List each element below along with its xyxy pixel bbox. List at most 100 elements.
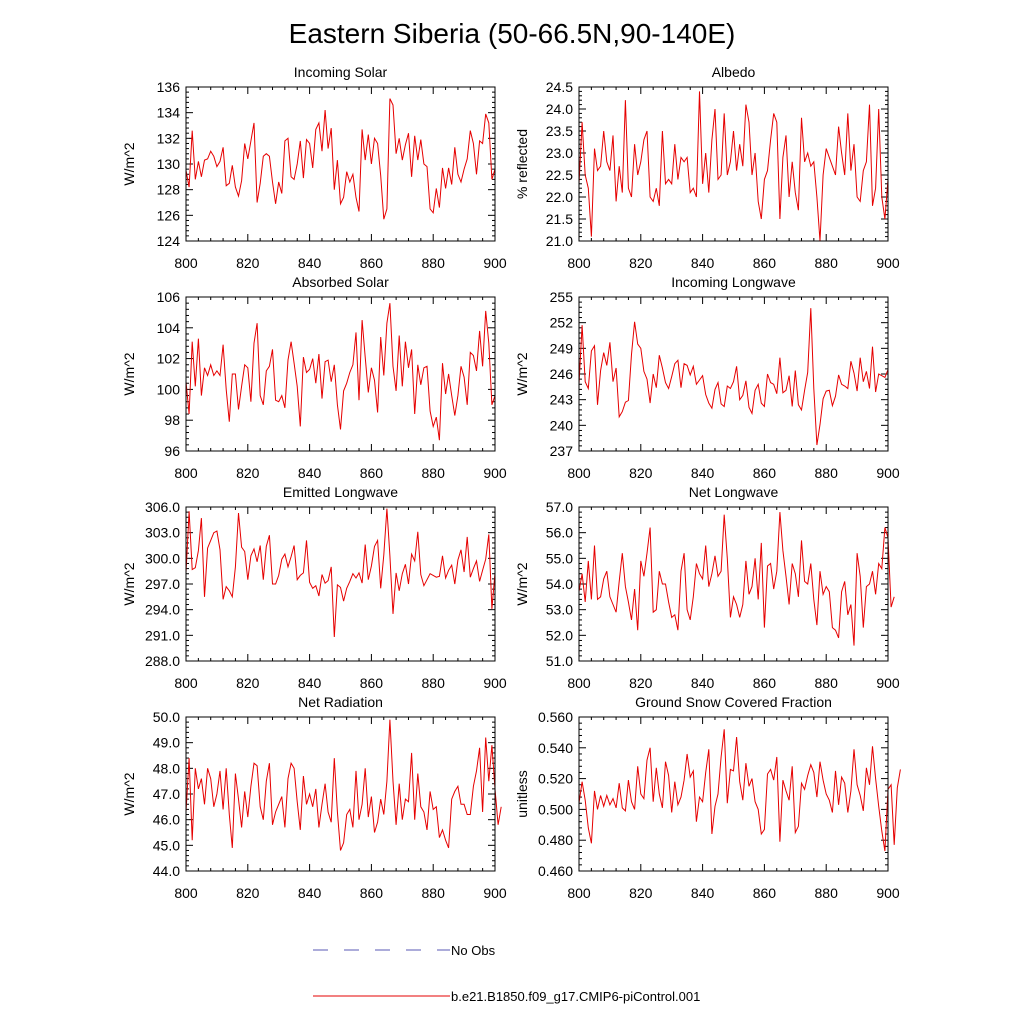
plot-frame: [185, 86, 496, 242]
x-tick-label: 840: [691, 465, 715, 481]
y-tick-label: 56.0: [546, 525, 573, 541]
y-tick-label: 0.500: [538, 801, 573, 817]
x-tick-label: 900: [483, 885, 507, 901]
y-axis-label: W/m^2: [121, 142, 137, 185]
x-tick-label: 840: [691, 675, 715, 691]
y-tick-label: 130: [157, 156, 181, 172]
y-tick-label: 44.0: [153, 863, 180, 879]
x-tick-label: 820: [629, 885, 653, 901]
x-tick-label: 840: [298, 255, 322, 271]
x-tick-label: 880: [815, 255, 839, 271]
x-tick-label: 820: [236, 675, 260, 691]
series-line: [185, 98, 496, 220]
y-tick-label: 0.520: [538, 771, 573, 787]
y-tick-label: 21.0: [546, 233, 573, 249]
chart-title: Net Longwave: [689, 484, 779, 500]
chart-title: Incoming Solar: [294, 64, 388, 80]
x-tick-label: 880: [422, 465, 446, 481]
series-line: [185, 719, 502, 851]
series-line: [578, 91, 889, 242]
chart-title: Incoming Longwave: [671, 274, 796, 290]
y-tick-label: 126: [157, 207, 181, 223]
y-tick-label: 240: [550, 417, 574, 433]
y-tick-label: 53.0: [546, 602, 573, 618]
y-axis-label: W/m^2: [514, 562, 530, 605]
chart-incoming-solar: Incoming Solar W/m^2 124 126 128 130 132 134 136…: [121, 64, 507, 271]
y-tick-label: 0.560: [538, 709, 573, 725]
chart-net-longwave: Net Longwave W/m^2 51.0 52.0 53.0 54.0 55.0 56.…: [514, 484, 900, 691]
y-axis-label: W/m^2: [514, 352, 530, 395]
y-axis-label: unitless: [514, 770, 530, 817]
y-tick-label: 128: [157, 182, 181, 198]
x-tick-label: 800: [174, 255, 198, 271]
y-tick-label: 24.0: [546, 101, 573, 117]
x-tick-label: 880: [815, 465, 839, 481]
plot-frame: [578, 86, 889, 242]
y-tick-label: 52.0: [546, 627, 573, 643]
chart-ground-snow-covered-fraction: Ground Snow Covered Fraction unitless 0.46…: [514, 694, 901, 901]
y-tick-label: 255: [550, 289, 574, 305]
y-tick-label: 48.0: [153, 760, 180, 776]
y-tick-label: 51.0: [546, 653, 573, 669]
y-tick-label: 102: [157, 351, 181, 367]
legend-label-piControl: b.e21.B1850.f09_g17.CMIP6-piControl.001: [451, 989, 700, 1004]
x-tick-label: 860: [753, 885, 777, 901]
x-tick-label: 900: [876, 255, 900, 271]
y-tick-label: 46.0: [153, 812, 180, 828]
x-tick-label: 880: [422, 675, 446, 691]
y-axis-label: W/m^2: [121, 562, 137, 605]
x-tick-label: 860: [753, 465, 777, 481]
chart-title: Absorbed Solar: [292, 274, 389, 290]
series-line: [185, 303, 496, 441]
x-tick-label: 860: [360, 465, 384, 481]
y-tick-label: 22.0: [546, 189, 573, 205]
x-tick-label: 900: [876, 465, 900, 481]
y-tick-label: 98: [164, 412, 180, 428]
y-tick-label: 134: [157, 105, 181, 121]
x-tick-label: 800: [567, 675, 591, 691]
y-tick-label: 294.0: [145, 602, 180, 618]
series-line: [578, 512, 895, 646]
plot-frame: [185, 716, 496, 872]
x-tick-label: 860: [360, 255, 384, 271]
x-tick-label: 840: [298, 675, 322, 691]
y-tick-label: 246: [550, 366, 574, 382]
x-tick-label: 820: [629, 465, 653, 481]
x-tick-label: 880: [815, 885, 839, 901]
y-tick-label: 291.0: [145, 627, 180, 643]
y-tick-label: 124: [157, 233, 181, 249]
y-tick-label: 96: [164, 443, 180, 459]
x-tick-label: 800: [567, 255, 591, 271]
x-tick-label: 900: [483, 675, 507, 691]
y-axis-label: W/m^2: [121, 352, 137, 395]
chart-title: Emitted Longwave: [283, 484, 398, 500]
plot-frame: [578, 506, 889, 662]
x-tick-label: 800: [567, 465, 591, 481]
x-tick-label: 800: [174, 885, 198, 901]
x-tick-label: 820: [629, 255, 653, 271]
y-tick-label: 0.460: [538, 863, 573, 879]
x-tick-label: 860: [753, 675, 777, 691]
y-tick-label: 57.0: [546, 499, 573, 515]
y-tick-label: 104: [157, 320, 181, 336]
y-tick-label: 243: [550, 392, 574, 408]
plot-frame: [185, 296, 496, 452]
y-axis-label: W/m^2: [121, 772, 137, 815]
x-tick-label: 800: [567, 885, 591, 901]
legend: No Obs b.e21.B1850.f09_g17.CMIP6-piContr…: [313, 943, 700, 1004]
chart-net-radiation: Net Radiation W/m^2 44.0 45.0 46.0 47.0 48.0 49…: [121, 694, 507, 901]
x-tick-label: 880: [815, 675, 839, 691]
y-tick-label: 300.0: [145, 550, 180, 566]
y-tick-label: 306.0: [145, 499, 180, 515]
x-tick-label: 820: [629, 675, 653, 691]
y-tick-label: 132: [157, 130, 181, 146]
y-tick-label: 106: [157, 289, 181, 305]
x-tick-label: 800: [174, 675, 198, 691]
x-tick-label: 800: [174, 465, 198, 481]
y-tick-label: 55.0: [546, 550, 573, 566]
x-tick-label: 880: [422, 255, 446, 271]
series-line: [578, 729, 901, 852]
series-line: [578, 308, 889, 446]
chart-incoming-longwave: Incoming Longwave W/m^2 237 240 243 246 249 252…: [514, 274, 900, 481]
